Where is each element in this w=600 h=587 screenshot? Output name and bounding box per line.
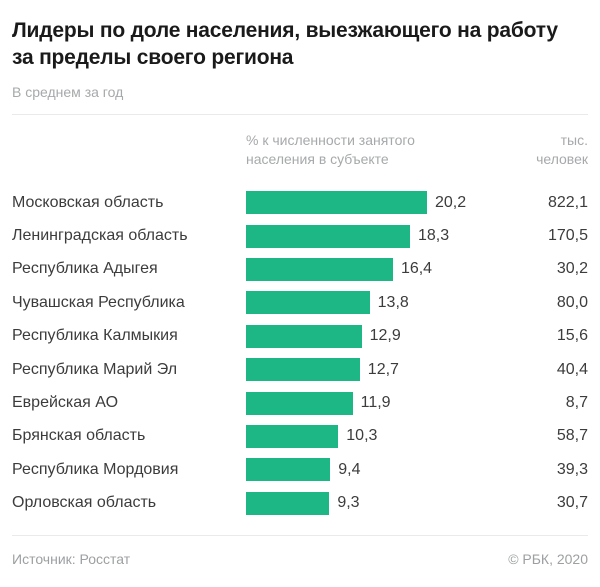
bar-area: 9,4	[246, 458, 557, 482]
bar-area: 12,9	[246, 324, 557, 348]
percent-value: 20,2	[435, 193, 467, 211]
chart-row: Орловская область 9,3 30,7	[12, 487, 588, 520]
bar-area: 13,8	[246, 291, 557, 315]
copyright-note: © РБК, 2020	[508, 550, 588, 567]
chart-rows: Московская область 20,2 822,1 Ленинградская…	[12, 186, 588, 520]
thousands-value: 39,3	[556, 460, 588, 478]
bar-area: 16,4	[246, 257, 557, 281]
thousands-value: 58,7	[556, 427, 588, 445]
thousands-value: 8,7	[565, 394, 588, 412]
chart-row: Московская область 20,2 822,1	[12, 186, 588, 219]
chart-row: Чувашская Республика 13,8 80,0	[12, 286, 588, 319]
region-label: Орловская область	[12, 494, 157, 512]
region-label: Брянская область	[12, 427, 146, 445]
percent-column-header: % к численности занятого населения в суб…	[246, 132, 415, 167]
divider-bottom	[12, 534, 588, 536]
percent-bar	[246, 358, 360, 382]
bar-area: 12,7	[246, 358, 557, 382]
region-label: Республика Мордовия	[12, 460, 179, 478]
divider-top	[12, 114, 588, 115]
percent-bar	[246, 191, 427, 215]
region-label: Ленинградская область	[12, 227, 188, 245]
percent-value: 10,3	[346, 427, 378, 445]
percent-value: 16,4	[400, 260, 433, 278]
percent-bar	[246, 257, 393, 281]
region-label: Еврейская АО	[12, 394, 119, 412]
chart-row: Республика Калмыкия 12,9 15,6	[12, 320, 588, 353]
percent-value: 12,9	[369, 327, 401, 345]
bar-area: 18,3	[246, 224, 548, 248]
percent-bar	[246, 224, 410, 248]
percent-value: 9,3	[337, 494, 360, 512]
percent-bar	[246, 424, 339, 448]
chart-row: Еврейская АО 11,9 8,7	[12, 386, 588, 419]
thousands-value: 80,0	[556, 293, 588, 311]
region-label: Республика Калмыкия	[12, 327, 178, 345]
source-note: Источник: Росстат	[12, 550, 131, 567]
chart-row: Республика Мордовия 9,4 39,3	[12, 453, 588, 486]
chart-subtitle: В среднем за год	[12, 84, 124, 100]
chart-row: Республика Марий Эл 12,7 40,4	[12, 353, 588, 386]
region-label: Московская область	[12, 193, 164, 211]
thousands-value: 40,4	[556, 360, 588, 378]
bar-area: 9,3	[246, 491, 557, 515]
percent-value: 12,7	[367, 360, 399, 378]
percent-bar	[246, 491, 330, 515]
chart-row: Ленинградская область 18,3 170,5	[12, 219, 588, 252]
bar-area: 20,2	[246, 191, 548, 215]
bar-area: 10,3	[246, 424, 557, 448]
region-label: Республика Марий Эл	[12, 360, 178, 378]
region-label: Республика Адыгея	[12, 260, 158, 278]
percent-bar	[246, 291, 370, 315]
percent-value: 11,9	[360, 394, 391, 412]
region-label: Чувашская Республика	[12, 293, 185, 311]
percent-value: 13,8	[377, 293, 409, 311]
percent-value: 18,3	[417, 227, 450, 245]
percent-value: 9,4	[338, 460, 361, 478]
percent-bar	[246, 324, 362, 348]
percent-bar	[246, 458, 331, 482]
thousands-value: 15,6	[556, 327, 588, 345]
thousands-value: 822,1	[547, 193, 588, 211]
footer: Источник: Росстат © РБК, 2020	[12, 536, 588, 568]
percent-bar	[246, 391, 353, 415]
thousands-value: 170,5	[547, 227, 588, 245]
thousands-value: 30,2	[556, 260, 588, 278]
column-headers: % к численности занятого населения в суб…	[12, 131, 588, 169]
thousands-value: 30,7	[556, 494, 588, 512]
chart-row: Брянская область 10,3 58,7	[12, 420, 588, 453]
page-title: Лидеры по доле населения, выезжающего на…	[12, 19, 558, 69]
thousands-column-header: тыс. человек	[536, 132, 588, 167]
bar-area: 11,9	[246, 391, 566, 415]
chart-row: Республика Адыгея 16,4 30,2	[12, 253, 588, 286]
